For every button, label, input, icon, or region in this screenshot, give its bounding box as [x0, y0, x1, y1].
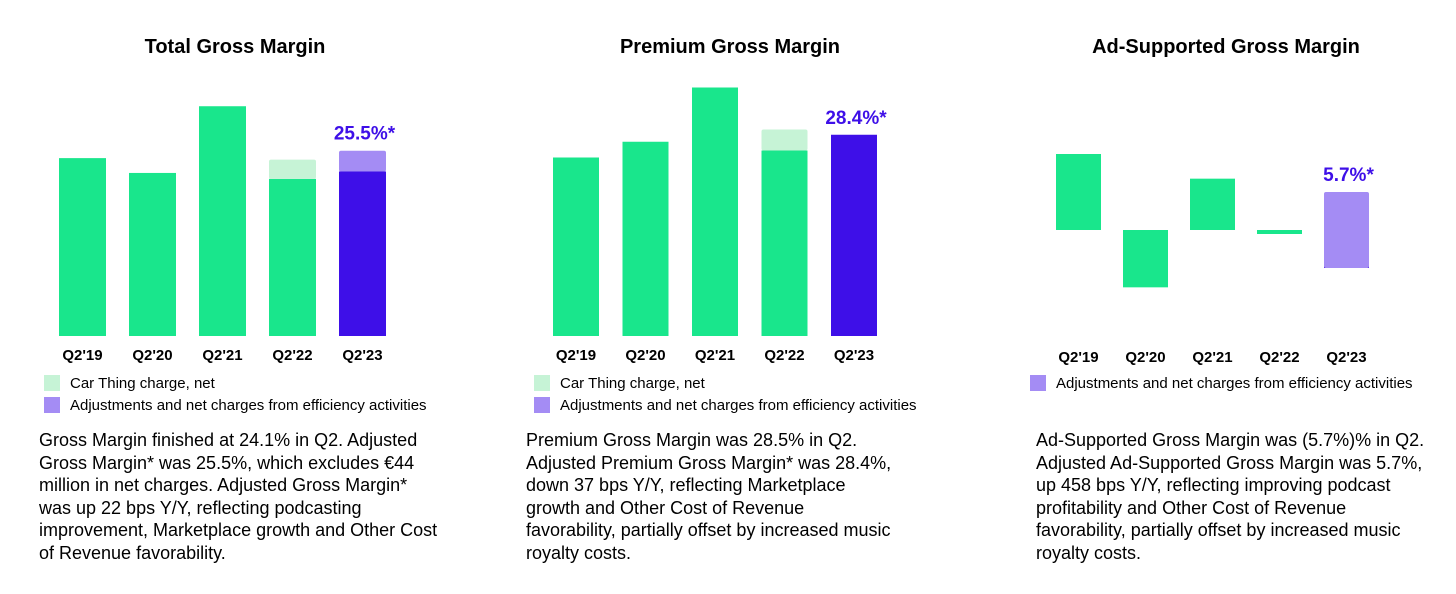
chart-title: Premium Gross Margin [619, 36, 841, 58]
chart-legend: Adjustments and net charges from efficie… [1030, 372, 1413, 394]
adjustment-segment-Q2'23 [339, 150, 386, 172]
x-tick-label: Q2'21 [202, 347, 242, 364]
data-label: 5.7%* [1323, 165, 1374, 186]
adjustment-segment-Q2'22 [761, 129, 808, 151]
legend-item-adjustments: Adjustments and net charges from efficie… [44, 394, 427, 416]
bar-Q2'22 [761, 150, 808, 336]
chart-legend: Car Thing charge, net Adjustments and ne… [534, 372, 917, 416]
bar-Q2'22 [1257, 230, 1302, 234]
x-tick-label: Q2'20 [1125, 349, 1165, 366]
data-label: 28.4%* [825, 108, 887, 129]
x-tick-label: Q2'22 [1259, 349, 1299, 366]
chart-legend: Car Thing charge, net Adjustments and ne… [44, 372, 427, 416]
bar-Q2'23 [831, 134, 877, 336]
x-tick-label: Q2'21 [1192, 349, 1232, 366]
x-tick-label: Q2'22 [272, 347, 312, 364]
chart-title: Ad-Supported Gross Margin [1092, 36, 1360, 58]
bar-Q2'19 [553, 157, 599, 336]
legend-item-adjustments: Adjustments and net charges from efficie… [534, 394, 917, 416]
legend-label: Car Thing charge, net [560, 374, 705, 392]
x-tick-label: Q2'20 [625, 347, 665, 364]
legend-label: Car Thing charge, net [70, 374, 215, 392]
car-thing-swatch [44, 375, 60, 391]
data-label: 25.5%* [334, 124, 396, 145]
x-tick-label: Q2'19 [1058, 349, 1098, 366]
legend-label: Adjustments and net charges from efficie… [70, 396, 427, 414]
x-tick-label: Q2'19 [62, 347, 102, 364]
bar-Q2'21 [1190, 178, 1235, 230]
bar-Q2'23 [339, 171, 386, 336]
chart-description: Ad-Supported Gross Margin was (5.7%)% in… [1036, 430, 1425, 563]
adjustment-segment-Q2'23 [1324, 192, 1369, 268]
premium-gross-margin-panel: Premium Gross Margin Q2'19 Q2'20 Q2'21 Q2'2… [490, 0, 970, 594]
bar-Q2'21 [199, 106, 246, 336]
x-tick-label: Q2'21 [695, 347, 735, 364]
bar-Q2'20 [129, 172, 176, 336]
legend-item-car-thing: Car Thing charge, net [534, 372, 917, 394]
bar-Q2'20 [622, 141, 669, 336]
bar-Q2'21 [692, 87, 738, 336]
x-tick-label: Q2'19 [556, 347, 596, 364]
adjustment-segment-Q2'22 [269, 159, 316, 179]
ad-supported-gross-margin-panel: Ad-Supported Gross Margin Q2'19 Q2'20 Q2'2… [996, 0, 1456, 594]
legend-label: Adjustments and net charges from efficie… [560, 396, 917, 414]
legend-label: Adjustments and net charges from efficie… [1056, 374, 1413, 392]
legend-item-car-thing: Car Thing charge, net [44, 372, 427, 394]
adjustments-swatch [534, 397, 550, 413]
chart-description: Premium Gross Margin was 28.5% in Q2. Ad… [526, 430, 892, 563]
x-tick-label: Q2'23 [834, 347, 874, 364]
chart-title: Total Gross Margin [144, 36, 326, 58]
legend-item-adjustments: Adjustments and net charges from efficie… [1030, 372, 1413, 394]
bar-Q2'22 [269, 178, 316, 336]
x-tick-label: Q2'20 [132, 347, 172, 364]
x-tick-label: Q2'22 [764, 347, 804, 364]
chart-description: Gross Margin finished at 24.1% in Q2. Ad… [39, 430, 438, 563]
bar-Q2'20 [1123, 230, 1168, 288]
x-tick-label: Q2'23 [1326, 349, 1366, 366]
total-gross-margin-chart: Q2'19 Q2'20 Q2'21 Q2'22 Q2'23 25.5%* [59, 106, 396, 364]
ad-supported-gross-margin-chart: Q2'19 Q2'20 Q2'21 Q2'22 Q2'23 5.7%* [1056, 154, 1374, 366]
x-tick-label: Q2'23 [342, 347, 382, 364]
bar-Q2'19 [1056, 154, 1101, 230]
car-thing-swatch [534, 375, 550, 391]
premium-gross-margin-chart: Q2'19 Q2'20 Q2'21 Q2'22 Q2'23 28.4%* [553, 87, 887, 364]
total-gross-margin-panel: Total Gross Margin Q2'19 Q2'20 Q2'21 Q2'22 Q… [0, 0, 470, 594]
bar-Q2'19 [59, 158, 106, 336]
adjustments-swatch [1030, 375, 1046, 391]
adjustments-swatch [44, 397, 60, 413]
